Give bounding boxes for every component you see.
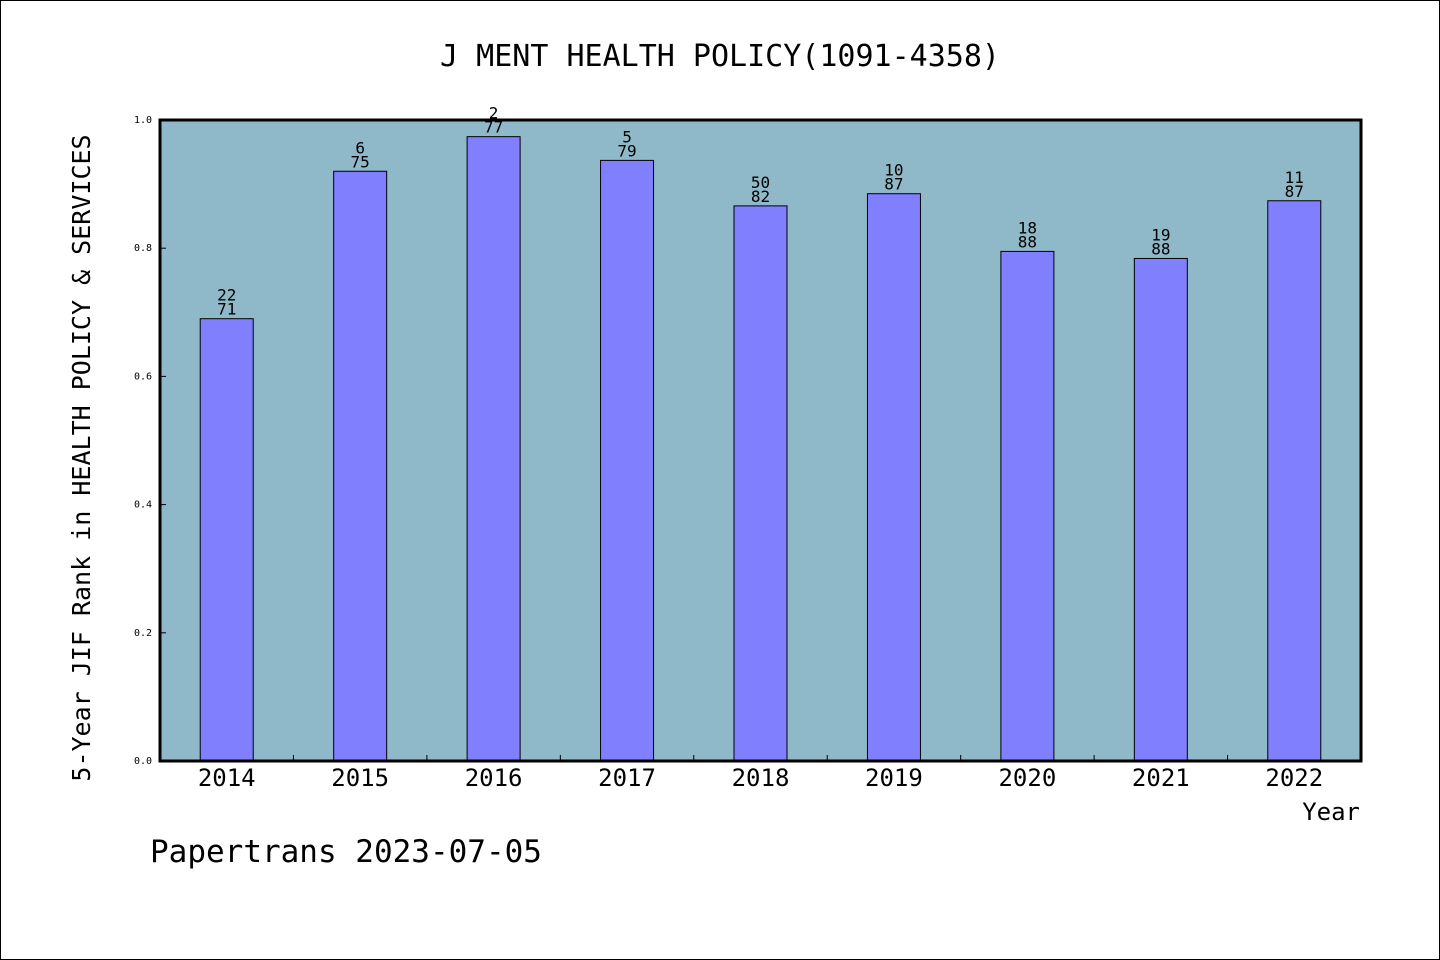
x-tick-label: 2020 [998,764,1056,792]
y-tick-label: 0.2 [134,628,152,639]
footer-credit: Papertrans 2023-07-05 [150,834,542,870]
x-tick-label: 2017 [598,764,656,792]
bar-total-label: 88 [1151,239,1170,258]
bar-rank-label: 19 [1151,225,1170,244]
x-axis-label: Year [1302,798,1360,826]
x-tick-label: 2021 [1132,764,1190,792]
bar-total-label: 71 [217,300,236,319]
y-tick-label: 0.6 [134,371,152,382]
bar-2014 [199,318,254,762]
bar-2019 [866,193,921,762]
bar-total-label: 77 [484,118,503,137]
bar-rank-label: 10 [884,161,903,180]
bar-2021 [1133,257,1188,762]
y-tick-label: 0.4 [134,500,152,511]
x-tick-label: 2014 [198,764,256,792]
plot-border [158,118,1363,763]
bar-total-label: 87 [1285,182,1304,201]
bar-total-label: 79 [617,141,636,160]
y-axis-label: 5-Year JIF Rank in HEALTH POLICY & SERVI… [67,134,96,781]
x-tick-label: 2022 [1265,764,1323,792]
y-tick-label: 0.8 [134,243,152,254]
bar-total-label: 87 [884,175,903,194]
bar-rank-label: 50 [751,173,770,192]
bar-rank-label: 2 [489,104,499,123]
y-tick-label: 0.0 [134,756,152,767]
x-tick-label: 2015 [331,764,389,792]
bar-rank-label: 18 [1018,218,1037,237]
y-tick-label: 1.0 [134,115,152,126]
x-tick-label: 2016 [465,764,523,792]
x-tick-label: 2019 [865,764,923,792]
bar-rank-label: 5 [622,127,632,146]
bar-2016 [466,136,521,762]
bar-total-label: 82 [751,187,770,206]
bar-2018 [733,205,788,762]
bar-2022 [1267,200,1322,762]
bar-2015 [333,170,388,762]
bar-total-label: 88 [1018,232,1037,251]
bar-rank-label: 6 [355,138,365,157]
bar-total-label: 75 [351,152,370,171]
bar-rank-label: 11 [1285,168,1304,187]
chart-title: J MENT HEALTH POLICY(1091-4358) [440,39,1000,74]
axes-layer: 2014 2015 2016 2017 2018 2019 2020 2021 2022 0.0 0… [134,115,1363,792]
bar-rank-label: 22 [217,286,236,305]
x-tick-label: 2018 [732,764,790,792]
bar-2020 [1000,250,1055,762]
bar-2017 [600,159,655,762]
